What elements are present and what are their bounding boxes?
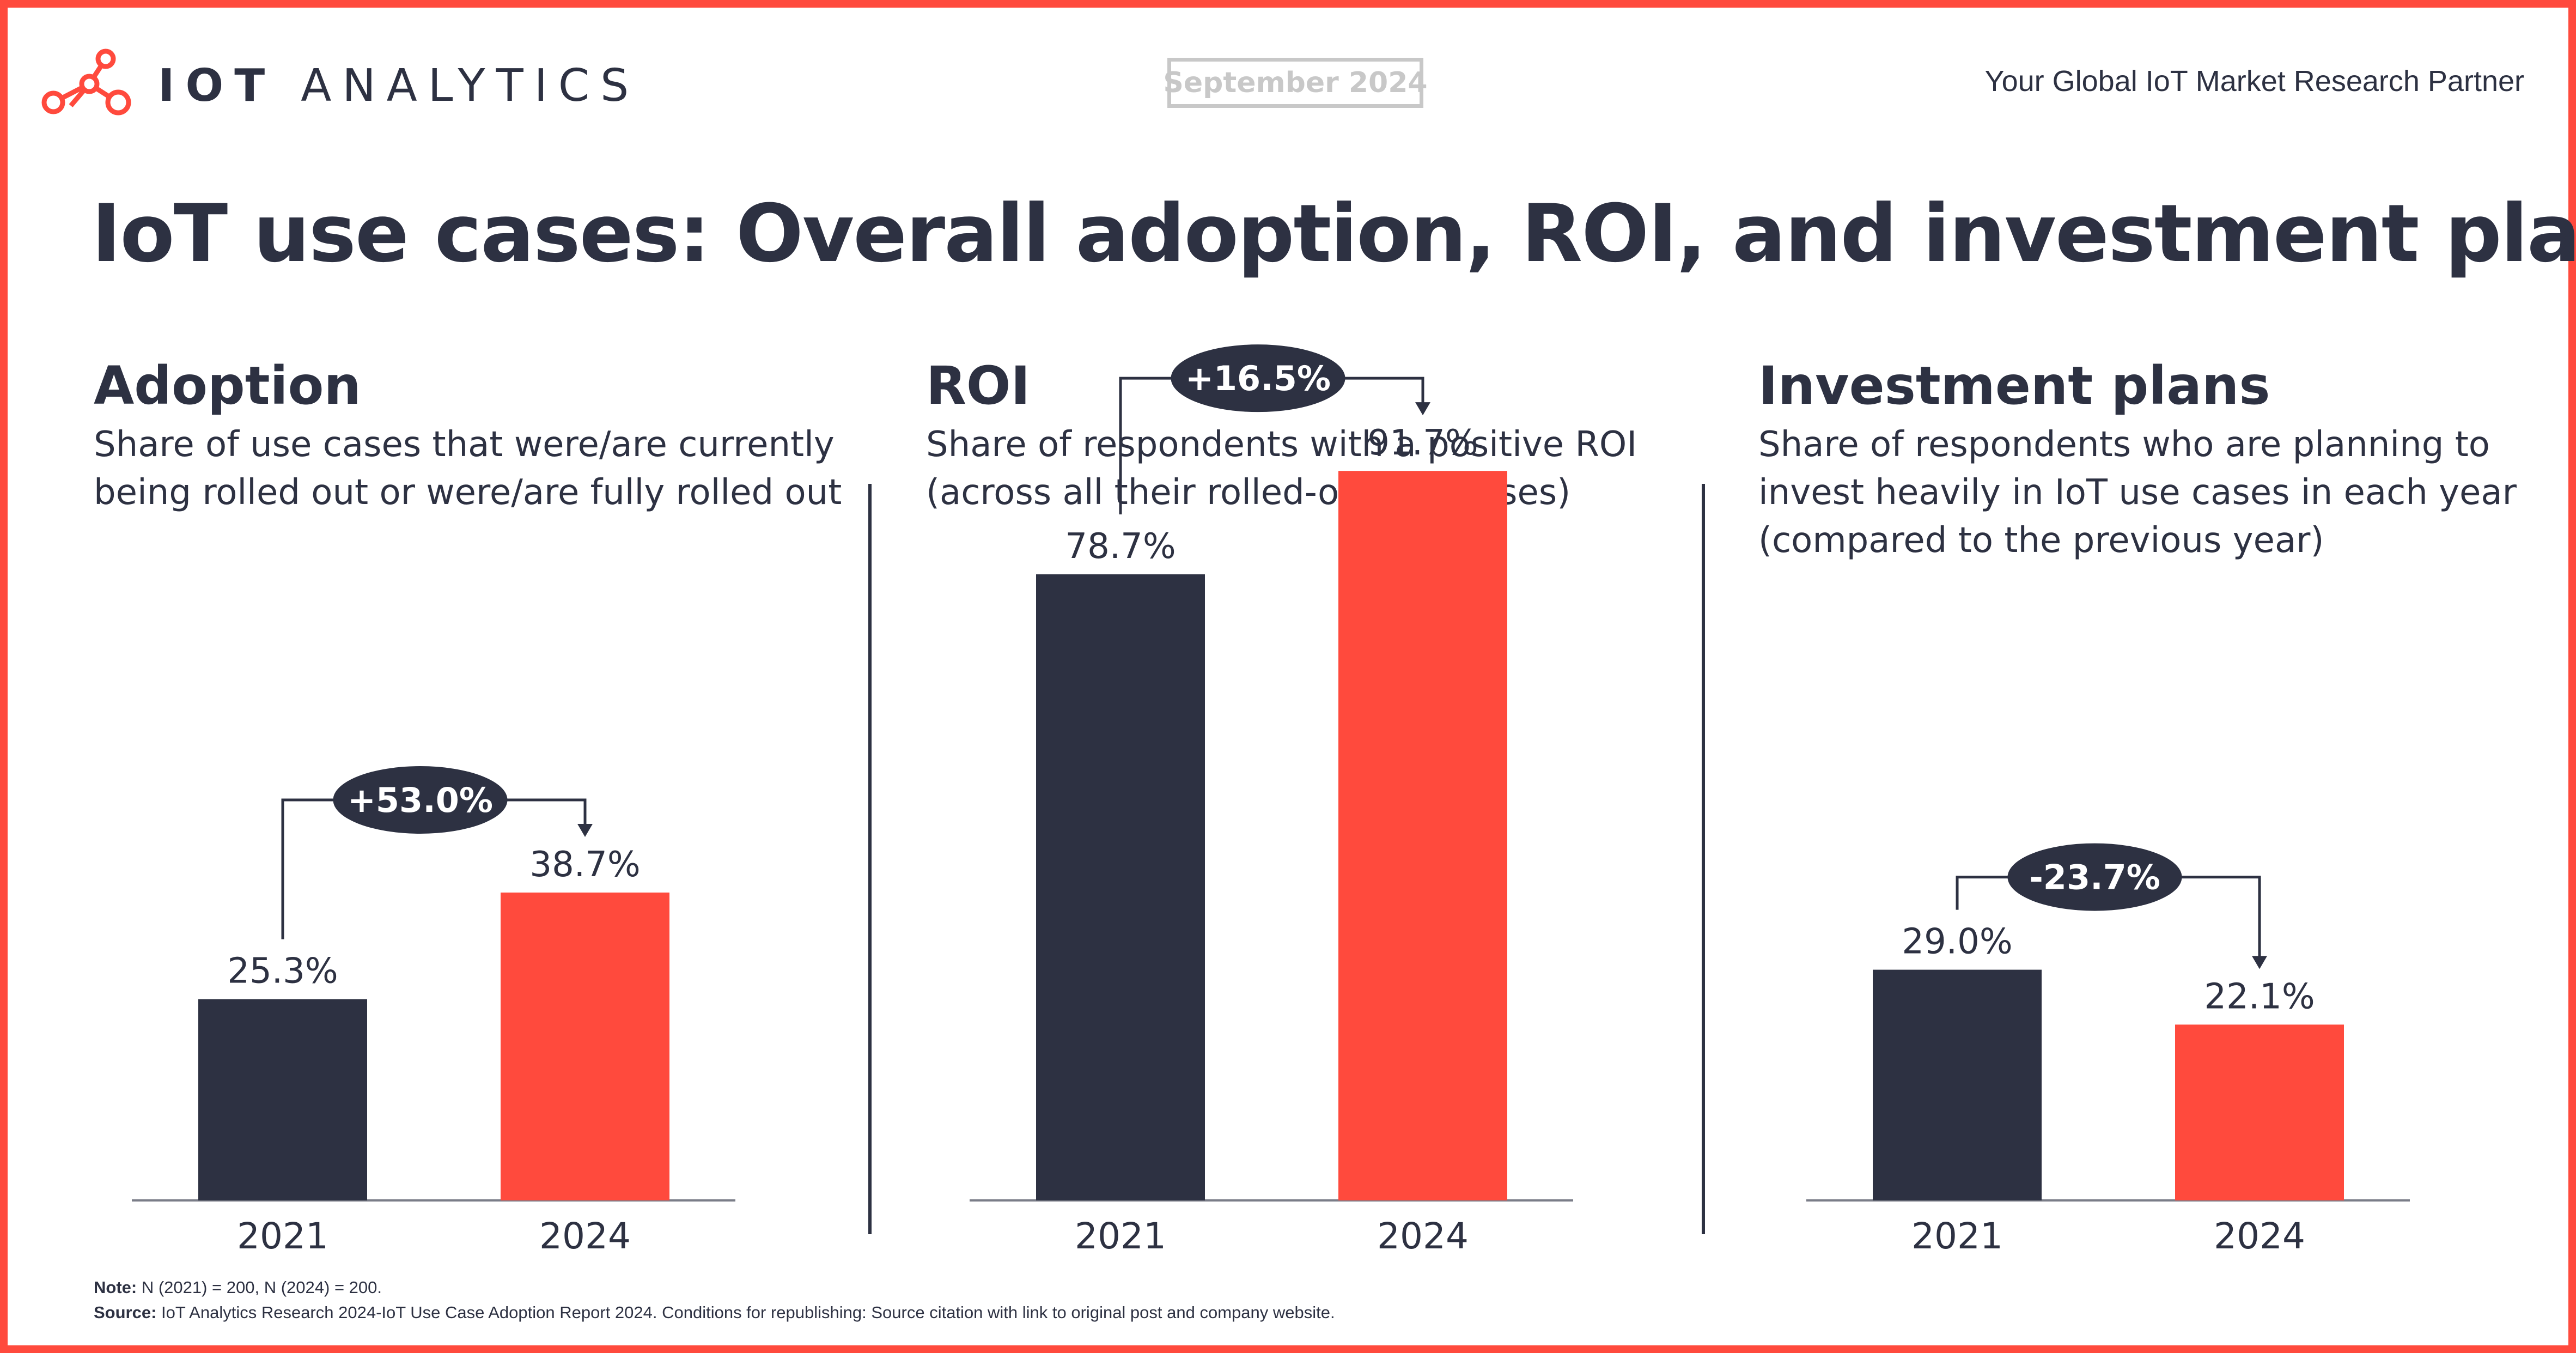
connector-arrow-icon bbox=[2252, 956, 2267, 969]
x-tick-label: 2021 bbox=[237, 1215, 328, 1257]
x-tick-label: 2024 bbox=[2214, 1215, 2305, 1257]
footnote: Note: N (2021) = 200, N (2024) = 200. So… bbox=[94, 1275, 1335, 1325]
bar-2024 bbox=[1338, 471, 1507, 1201]
bar-2021 bbox=[198, 999, 367, 1200]
value-label: 22.1% bbox=[2204, 976, 2315, 1017]
brand-name-bold: IOT bbox=[158, 60, 276, 112]
change-label: +16.5% bbox=[1185, 359, 1331, 398]
change-badge bbox=[2007, 843, 2182, 911]
brand-name: IOT ANALYTICS bbox=[158, 60, 640, 112]
x-tick-label: 2021 bbox=[1075, 1215, 1166, 1257]
value-label: 91.7% bbox=[1367, 423, 1478, 463]
bar-2024 bbox=[2175, 1024, 2344, 1200]
note-label: Note: bbox=[94, 1278, 137, 1297]
value-label: 78.7% bbox=[1065, 526, 1176, 567]
panel-subtitle-adoption: Share of use cases that were/are current… bbox=[94, 424, 842, 513]
source-label: Source: bbox=[94, 1303, 157, 1322]
panel-subtitle-investment: Share of respondents who are planning to… bbox=[1758, 424, 2517, 561]
brand-name-light: ANALYTICS bbox=[301, 60, 640, 112]
network-logo-icon bbox=[41, 48, 131, 116]
source-line: Source: IoT Analytics Research 2024-IoT … bbox=[94, 1300, 1335, 1325]
value-label: 25.3% bbox=[227, 951, 338, 992]
x-tick-label: 2024 bbox=[1377, 1215, 1469, 1257]
note-text: N (2021) = 200, N (2024) = 200. bbox=[137, 1278, 382, 1297]
panel-title-adoption: Adoption bbox=[94, 355, 361, 416]
change-badge bbox=[1171, 344, 1345, 412]
page-title: IoT use cases: Overall adoption, ROI, an… bbox=[92, 187, 2576, 280]
value-label: 38.7% bbox=[529, 845, 640, 885]
panel-title-roi: ROI bbox=[926, 355, 1031, 416]
value-label: 29.0% bbox=[1902, 922, 2012, 962]
bar-2024 bbox=[501, 892, 669, 1200]
source-text: IoT Analytics Research 2024-IoT Use Case… bbox=[156, 1303, 1335, 1322]
panel-divider bbox=[868, 484, 872, 1234]
bar-2021 bbox=[1873, 969, 2042, 1200]
connector-arrow-icon bbox=[577, 823, 593, 837]
bar-2021 bbox=[1036, 574, 1205, 1200]
change-label: +53.0% bbox=[348, 780, 493, 820]
connector-arrow-icon bbox=[1415, 402, 1430, 416]
date-badge: September 2024 bbox=[1163, 58, 1428, 108]
x-tick-label: 2021 bbox=[1911, 1215, 2003, 1257]
tagline: Your Global IoT Market Research Partner bbox=[1984, 65, 2524, 98]
change-badge bbox=[333, 766, 508, 834]
change-label: -23.7% bbox=[2029, 858, 2160, 897]
note-line: Note: N (2021) = 200, N (2024) = 200. bbox=[94, 1275, 1335, 1300]
panel-title-investment: Investment plans bbox=[1758, 355, 2270, 416]
panel-divider bbox=[1702, 484, 1705, 1234]
x-tick-label: 2024 bbox=[539, 1215, 631, 1257]
